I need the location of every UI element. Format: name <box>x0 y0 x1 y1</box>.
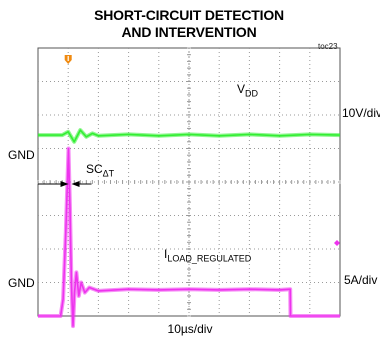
sc-delta-t-label: SCΔT <box>86 162 114 180</box>
series-vdd-line <box>38 129 341 143</box>
gnd-label-top: GND <box>8 148 35 162</box>
vdd-series-label: VDD <box>237 82 258 100</box>
iload-label-main: I <box>164 247 168 261</box>
sc-label-main: SC <box>86 162 103 176</box>
iload-series-label: ILOAD_REGULATED <box>164 247 251 265</box>
sc-arrow-left-head <box>60 181 69 187</box>
vdd-label-main: V <box>237 82 246 96</box>
chart-title-line-2: AND INTERVENTION <box>121 24 257 40</box>
time-scale-label: 10µs/div <box>167 322 213 336</box>
markers <box>38 55 340 246</box>
figure-tag: toc23 <box>318 42 338 51</box>
sc-label-sub: ΔT <box>102 168 115 179</box>
chart-title-line-1: SHORT-CIRCUIT DETECTION <box>94 7 284 23</box>
iload-scale-label: 5A/div <box>344 273 378 287</box>
grid <box>37 47 341 317</box>
sc-arrow-right-head <box>71 181 80 187</box>
vdd-scale-label: 10V/div <box>342 106 380 120</box>
iload-label-sub: LOAD_REGULATED <box>167 253 252 264</box>
traces <box>38 128 341 329</box>
gnd-label-bottom: GND <box>8 276 35 290</box>
vdd-label-sub: DD <box>245 88 259 99</box>
series-iload_regulated-line <box>38 147 340 327</box>
trigger-level-marker-icon <box>334 240 340 246</box>
